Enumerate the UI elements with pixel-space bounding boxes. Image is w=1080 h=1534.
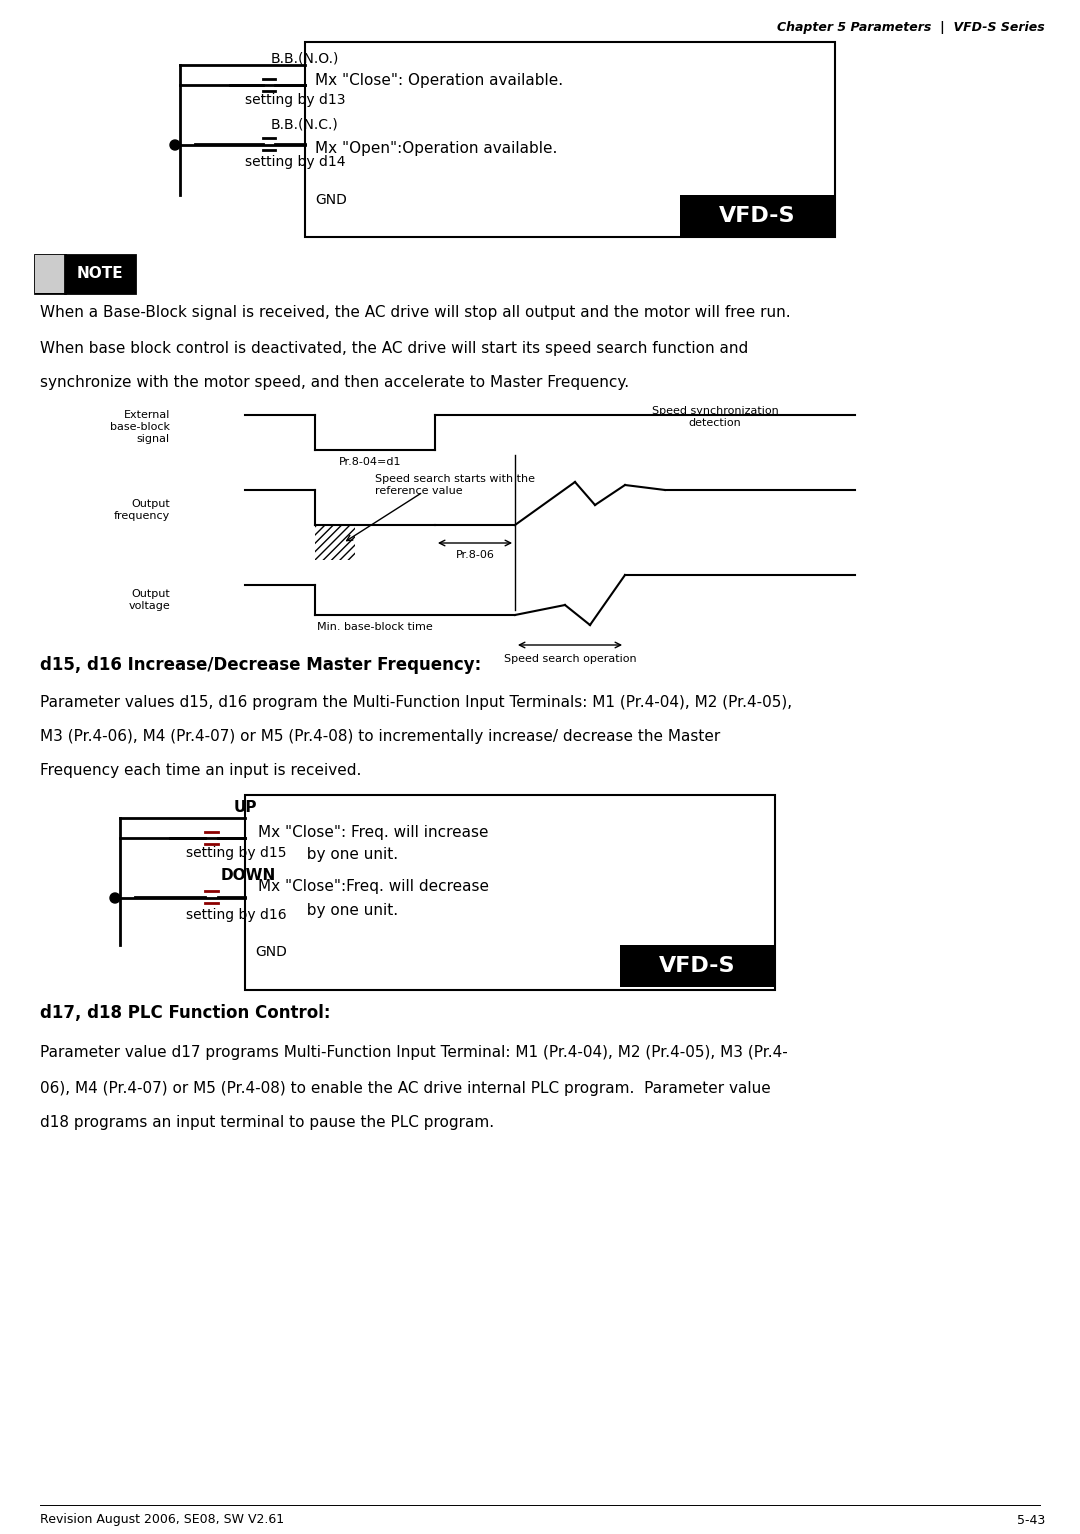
Text: B.B.(N.O.): B.B.(N.O.) bbox=[271, 51, 339, 64]
Text: Parameter values d15, d16 program the Multi-Function Input Terminals: M1 (Pr.4-0: Parameter values d15, d16 program the Mu… bbox=[40, 695, 792, 710]
Bar bbox=[680, 195, 835, 236]
Text: B.B.(N.C.): B.B.(N.C.) bbox=[271, 118, 339, 132]
Text: Mx "Close":Freq. will decrease: Mx "Close":Freq. will decrease bbox=[258, 879, 489, 894]
Text: Output
voltage: Output voltage bbox=[129, 589, 170, 611]
Text: Frequency each time an input is received.: Frequency each time an input is received… bbox=[40, 764, 362, 778]
Text: Pr.8-04=d1: Pr.8-04=d1 bbox=[339, 457, 402, 466]
Text: Min. base-block time: Min. base-block time bbox=[318, 621, 433, 632]
Text: Mx "Open":Operation available.: Mx "Open":Operation available. bbox=[315, 141, 557, 155]
Text: by one unit.: by one unit. bbox=[258, 902, 399, 917]
Text: setting by d14: setting by d14 bbox=[245, 155, 346, 169]
Text: setting by d13: setting by d13 bbox=[245, 94, 346, 107]
Text: When a Base-Block signal is received, the AC drive will stop all output and the : When a Base-Block signal is received, th… bbox=[40, 305, 791, 319]
Text: d17, d18 PLC Function Control:: d17, d18 PLC Function Control: bbox=[40, 1003, 330, 1022]
Text: d15, d16 Increase/Decrease Master Frequency:: d15, d16 Increase/Decrease Master Freque… bbox=[40, 657, 482, 673]
Text: M3 (Pr.4-06), M4 (Pr.4-07) or M5 (Pr.4-08) to incrementally increase/ decrease t: M3 (Pr.4-06), M4 (Pr.4-07) or M5 (Pr.4-0… bbox=[40, 730, 720, 744]
Bar bbox=[620, 945, 775, 986]
Text: 06), M4 (Pr.4-07) or M5 (Pr.4-08) to enable the AC drive internal PLC program.  : 06), M4 (Pr.4-07) or M5 (Pr.4-08) to ena… bbox=[40, 1080, 771, 1095]
Circle shape bbox=[110, 893, 120, 904]
Text: UP: UP bbox=[233, 801, 257, 816]
Text: Speed synchronization
detection: Speed synchronization detection bbox=[651, 407, 779, 428]
Text: Revision August 2006, SE08, SW V2.61: Revision August 2006, SE08, SW V2.61 bbox=[40, 1514, 284, 1526]
Text: Output
frequency: Output frequency bbox=[113, 499, 170, 522]
Bar bbox=[245, 795, 775, 989]
Text: Mx "Close": Freq. will increase: Mx "Close": Freq. will increase bbox=[258, 824, 488, 839]
Text: setting by d15: setting by d15 bbox=[186, 845, 286, 861]
Bar bbox=[35, 255, 65, 293]
Circle shape bbox=[170, 140, 180, 150]
Text: Speed search operation: Speed search operation bbox=[503, 653, 636, 664]
Text: GND: GND bbox=[255, 945, 287, 959]
Text: VFD-S: VFD-S bbox=[659, 956, 735, 976]
Text: VFD-S: VFD-S bbox=[719, 206, 796, 225]
Text: 5-43: 5-43 bbox=[1016, 1514, 1045, 1526]
Bar bbox=[35, 255, 135, 293]
Text: by one unit.: by one unit. bbox=[258, 847, 399, 862]
Text: setting by d16: setting by d16 bbox=[186, 908, 286, 922]
Text: GND: GND bbox=[315, 193, 347, 207]
Text: Pr.8-06: Pr.8-06 bbox=[456, 551, 495, 560]
Text: External
base-block
signal: External base-block signal bbox=[110, 410, 170, 445]
Text: Speed search starts with the
reference value: Speed search starts with the reference v… bbox=[375, 474, 535, 495]
Text: DOWN: DOWN bbox=[220, 868, 275, 882]
Text: d18 programs an input terminal to pause the PLC program.: d18 programs an input terminal to pause … bbox=[40, 1115, 495, 1131]
Text: Parameter value d17 programs Multi-Function Input Terminal: M1 (Pr.4-04), M2 (Pr: Parameter value d17 programs Multi-Funct… bbox=[40, 1046, 787, 1060]
Text: NOTE: NOTE bbox=[77, 267, 123, 282]
Bar bbox=[315, 525, 355, 560]
Text: Chapter 5 Parameters  |  VFD-S Series: Chapter 5 Parameters | VFD-S Series bbox=[778, 21, 1045, 34]
Bar bbox=[65, 255, 135, 293]
Bar bbox=[305, 41, 835, 236]
Text: synchronize with the motor speed, and then accelerate to Master Frequency.: synchronize with the motor speed, and th… bbox=[40, 376, 630, 391]
Text: Mx "Close": Operation available.: Mx "Close": Operation available. bbox=[315, 72, 563, 87]
Text: When base block control is deactivated, the AC drive will start its speed search: When base block control is deactivated, … bbox=[40, 341, 748, 356]
